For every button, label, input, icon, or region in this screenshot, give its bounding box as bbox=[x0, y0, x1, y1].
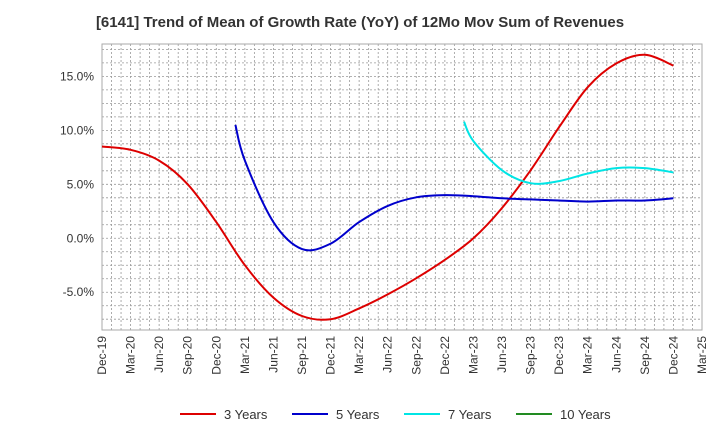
series-line-7-years bbox=[463, 121, 674, 185]
x-tick-label: Sep-24 bbox=[638, 336, 652, 375]
x-tick-label: Jun-24 bbox=[609, 336, 623, 373]
x-tick-label: Dec-24 bbox=[666, 336, 680, 375]
x-tick-label: Jun-22 bbox=[381, 336, 395, 373]
x-tick-label: Dec-22 bbox=[438, 336, 452, 375]
y-tick-label: 10.0% bbox=[60, 123, 94, 137]
x-tick-label: Dec-23 bbox=[552, 336, 566, 375]
y-axis: 15.0% 10.0% 5.0% 0.0% -5.0% bbox=[60, 69, 94, 299]
plot-frame bbox=[101, 43, 703, 331]
x-tick-label: Sep-22 bbox=[409, 336, 423, 375]
x-tick-label: Mar-23 bbox=[466, 336, 480, 374]
legend-label-10-years: 10 Years bbox=[560, 407, 611, 422]
x-tick-label: Sep-21 bbox=[295, 336, 309, 375]
legend-label-7-years: 7 Years bbox=[448, 407, 492, 422]
x-tick-label: Sep-23 bbox=[524, 336, 538, 375]
x-tick-label: Jun-20 bbox=[152, 336, 166, 373]
y-tick-label: 15.0% bbox=[60, 69, 94, 83]
x-tick-label: Mar-21 bbox=[238, 336, 252, 374]
series-lines bbox=[101, 53, 674, 321]
x-tick-label: Dec-21 bbox=[324, 336, 338, 375]
legend: 3 Years 5 Years 7 Years 10 Years bbox=[180, 407, 611, 422]
x-tick-label: Dec-20 bbox=[209, 336, 223, 375]
x-tick-label: Mar-24 bbox=[581, 336, 595, 374]
x-tick-label: Sep-20 bbox=[181, 336, 195, 375]
y-tick-label: 5.0% bbox=[67, 177, 95, 191]
series-line-3-years bbox=[101, 53, 674, 321]
chart-title: [6141] Trend of Mean of Growth Rate (YoY… bbox=[95, 14, 625, 31]
x-tick-label: Jun-23 bbox=[495, 336, 509, 373]
x-tick-label: Dec-19 bbox=[95, 336, 109, 375]
y-tick-label: 0.0% bbox=[67, 231, 95, 245]
series-line-5-years bbox=[234, 124, 674, 252]
legend-label-3-years: 3 Years bbox=[224, 407, 268, 422]
x-tick-label: Mar-25 bbox=[695, 336, 709, 374]
x-tick-label: Mar-20 bbox=[124, 336, 138, 374]
y-tick-label: -5.0% bbox=[63, 285, 95, 299]
x-tick-label: Jun-21 bbox=[266, 336, 280, 373]
x-tick-label: Mar-22 bbox=[352, 336, 366, 374]
legend-label-5-years: 5 Years bbox=[336, 407, 380, 422]
x-axis: Dec-19 Mar-20 Jun-20 Sep-20 Dec-20 Mar-21 Jun-… bbox=[95, 336, 709, 375]
